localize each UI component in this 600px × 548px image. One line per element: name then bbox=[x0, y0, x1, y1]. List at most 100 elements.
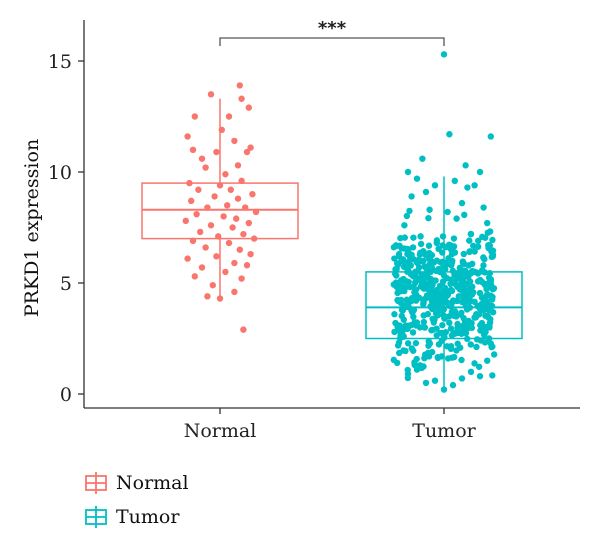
data-point bbox=[408, 193, 415, 200]
data-point bbox=[402, 278, 410, 285]
data-point bbox=[446, 319, 453, 326]
data-point bbox=[401, 234, 408, 241]
x-tick-label: Tumor bbox=[412, 420, 476, 442]
data-point bbox=[229, 224, 236, 231]
data-point bbox=[484, 314, 492, 321]
data-point bbox=[481, 234, 489, 241]
legend: Normal Tumor bbox=[84, 466, 189, 534]
data-point bbox=[447, 280, 454, 288]
data-point bbox=[464, 184, 471, 191]
data-point bbox=[467, 341, 474, 348]
data-point bbox=[450, 329, 457, 336]
data-point bbox=[409, 329, 417, 336]
data-point bbox=[198, 264, 206, 271]
data-point bbox=[450, 297, 457, 304]
data-point bbox=[471, 182, 478, 189]
data-point bbox=[489, 293, 496, 301]
data-point bbox=[247, 144, 254, 151]
data-point bbox=[404, 325, 411, 332]
y-tick-label: 10 bbox=[48, 162, 72, 184]
data-point bbox=[448, 251, 456, 258]
data-point bbox=[470, 242, 477, 249]
data-point bbox=[440, 272, 448, 279]
data-point bbox=[459, 258, 467, 265]
data-point bbox=[429, 315, 436, 323]
data-point bbox=[391, 328, 398, 336]
data-point bbox=[397, 324, 405, 332]
data-point bbox=[486, 319, 494, 326]
data-point bbox=[489, 253, 496, 260]
data-point bbox=[434, 312, 442, 319]
data-point bbox=[416, 324, 424, 331]
data-point bbox=[420, 299, 427, 307]
data-point bbox=[238, 95, 245, 102]
data-point bbox=[474, 243, 482, 250]
data-point bbox=[425, 214, 432, 222]
data-point bbox=[450, 235, 458, 242]
data-point bbox=[475, 237, 482, 245]
data-point bbox=[393, 260, 401, 267]
data-point bbox=[475, 311, 483, 318]
data-point bbox=[444, 208, 451, 216]
data-point bbox=[198, 155, 206, 162]
legend-swatch bbox=[85, 506, 107, 528]
data-point bbox=[461, 211, 468, 219]
data-point bbox=[447, 343, 455, 350]
boxplot-chart: 0 5 10 15 Normal Tumor *** PRKD1 expression bbox=[21, 18, 580, 442]
data-point bbox=[447, 287, 454, 294]
data-point bbox=[409, 272, 417, 280]
data-point bbox=[460, 326, 467, 334]
data-point bbox=[222, 268, 229, 276]
data-point bbox=[466, 237, 473, 244]
data-point bbox=[417, 249, 424, 257]
data-point bbox=[460, 250, 467, 258]
data-point bbox=[439, 306, 446, 314]
data-point bbox=[484, 219, 491, 227]
data-point bbox=[426, 249, 433, 257]
data-point bbox=[410, 347, 417, 354]
data-point bbox=[234, 195, 242, 202]
data-point bbox=[489, 247, 497, 254]
data-point bbox=[238, 275, 245, 282]
data-point bbox=[451, 308, 459, 315]
y-tick-label: 15 bbox=[48, 51, 72, 73]
data-point bbox=[440, 51, 448, 58]
data-point bbox=[422, 351, 429, 358]
data-point bbox=[416, 362, 424, 369]
significance-bracket bbox=[219, 37, 445, 46]
data-point bbox=[489, 372, 496, 379]
data-point bbox=[467, 368, 475, 375]
data-point bbox=[465, 317, 472, 325]
data-point bbox=[411, 319, 418, 326]
data-point bbox=[211, 193, 218, 200]
data-point bbox=[422, 188, 430, 196]
data-point bbox=[484, 357, 491, 364]
data-point bbox=[454, 320, 461, 328]
data-point bbox=[390, 356, 398, 364]
data-point bbox=[433, 237, 441, 244]
data-point bbox=[426, 255, 433, 263]
data-point bbox=[213, 148, 220, 156]
legend-swatch bbox=[85, 472, 107, 494]
data-point bbox=[415, 275, 422, 282]
data-point bbox=[435, 341, 443, 348]
data-point bbox=[431, 377, 439, 384]
data-point bbox=[408, 251, 415, 258]
data-point bbox=[403, 212, 411, 220]
data-point bbox=[487, 133, 494, 140]
data-point bbox=[231, 288, 238, 296]
data-point bbox=[484, 229, 492, 236]
y-tick-label: 0 bbox=[60, 384, 72, 406]
data-point bbox=[213, 253, 220, 260]
x-tick-label: Normal bbox=[184, 420, 257, 442]
data-point bbox=[437, 329, 444, 337]
data-point bbox=[425, 242, 433, 249]
data-point bbox=[231, 259, 238, 267]
data-point bbox=[475, 363, 483, 370]
data-point bbox=[402, 347, 409, 355]
data-point bbox=[411, 289, 418, 296]
data-point bbox=[425, 338, 432, 345]
data-point bbox=[453, 215, 460, 222]
data-point bbox=[476, 168, 484, 176]
data-point bbox=[423, 265, 430, 272]
